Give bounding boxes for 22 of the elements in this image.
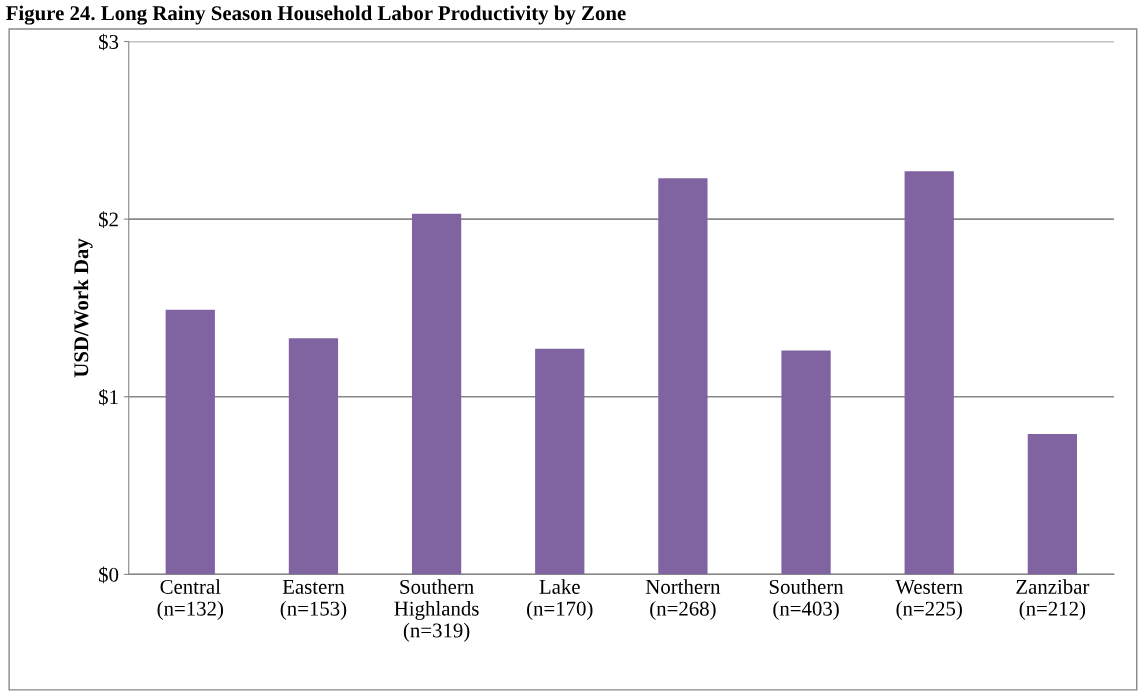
x-tick-label: Southern Highlands (n=319) xyxy=(394,579,479,642)
y-tick-label: $0 xyxy=(99,566,119,584)
bar xyxy=(904,171,954,575)
bar xyxy=(781,350,831,575)
y-tick-label: $3 xyxy=(99,33,119,51)
x-tick-label: Western (n=225) xyxy=(895,580,963,620)
chart-title: Figure 24. Long Rainy Season Household Labor Productivity by Zone xyxy=(6,5,626,25)
x-tick-label: Central (n=132) xyxy=(157,579,224,620)
bar xyxy=(535,348,585,575)
bar xyxy=(1027,434,1077,575)
x-tick-label: Lake (n=170) xyxy=(527,579,593,620)
y-axis-title: USD/Work Day xyxy=(73,238,93,378)
x-tick-label: Southern (n=403) xyxy=(769,579,844,620)
bar xyxy=(658,178,708,575)
x-tick-label: Eastern (n=153) xyxy=(280,580,347,620)
y-tick-label: $2 xyxy=(99,211,118,228)
x-tick-label: Northern (n=268) xyxy=(645,579,721,620)
x-tick-label: Zanzibar (n=212) xyxy=(1016,579,1090,620)
bar xyxy=(165,309,215,575)
y-tick-label: $1 xyxy=(99,388,118,406)
bar xyxy=(288,338,339,575)
bar xyxy=(411,213,462,575)
